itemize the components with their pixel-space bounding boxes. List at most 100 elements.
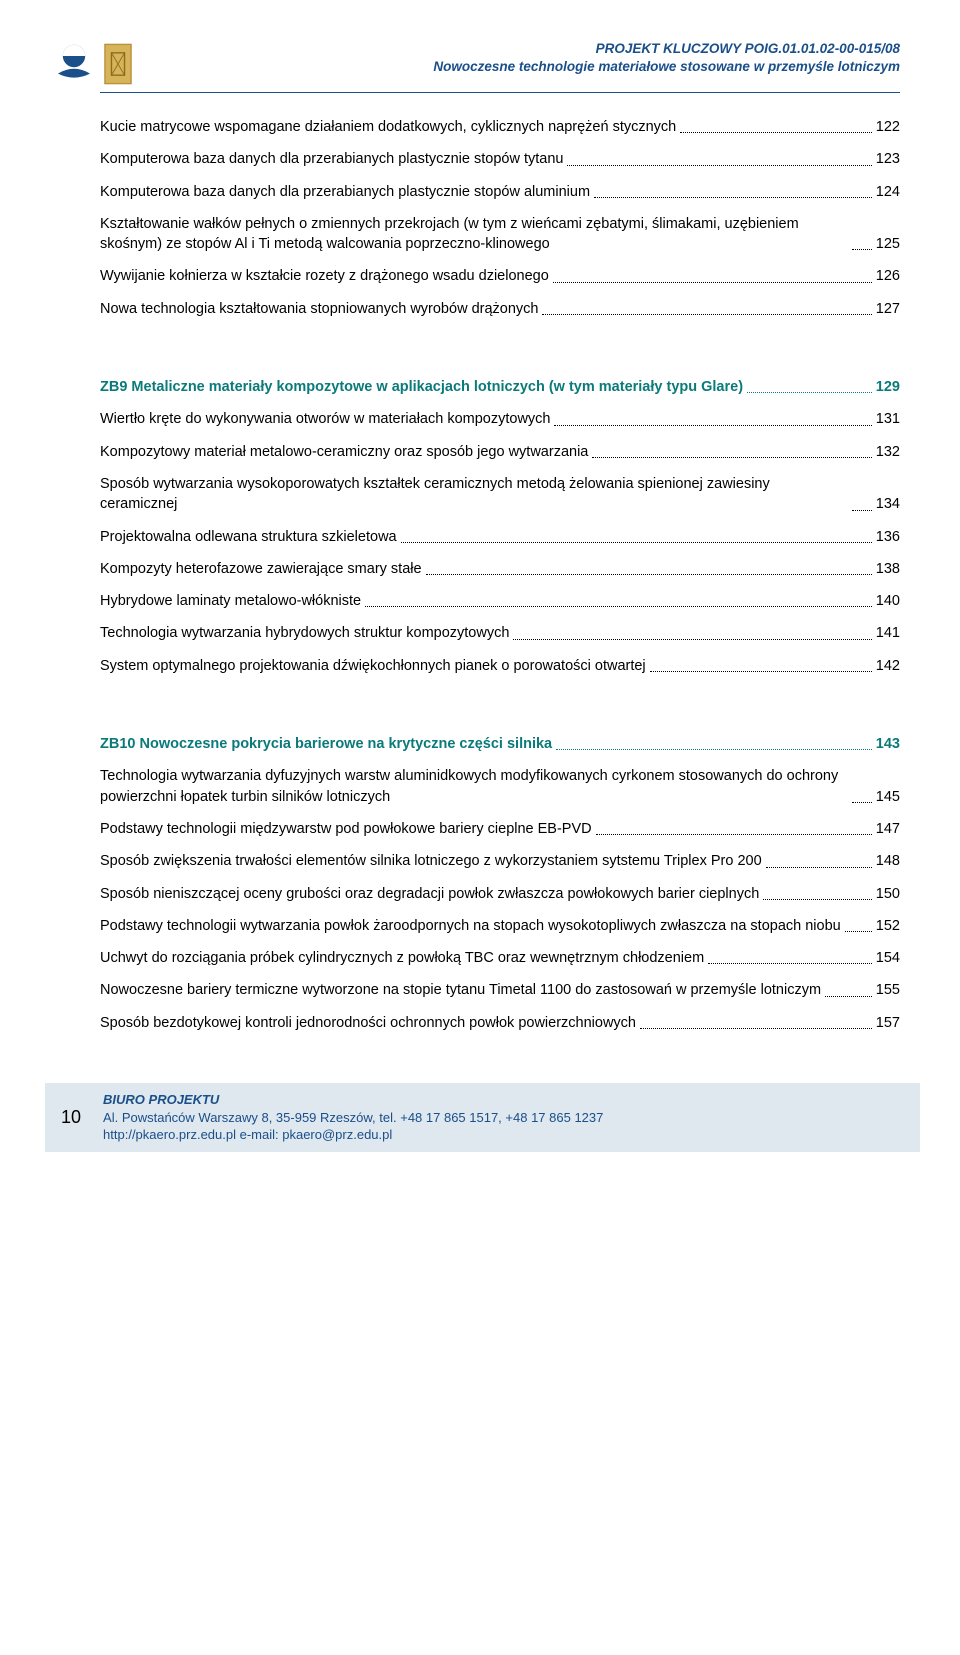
toc-entry: Sposób zwiększenia trwałości elementów s… [100,851,900,871]
toc-entry-title: Nowoczesne bariery termiczne wytworzone … [100,980,821,1000]
toc-entry: Uchwyt do rozciągania próbek cylindryczn… [100,948,900,968]
toc-entry-page: 142 [876,656,900,676]
toc-entry-page: 154 [876,948,900,968]
toc-entry: Wiertło kręte do wykonywania otworów w m… [100,409,900,429]
toc-entry-page: 124 [876,182,900,202]
footer-contact: http://pkaero.prz.edu.pl e-mail: pkaero@… [103,1126,603,1144]
toc-entry-title: System optymalnego projektowania dźwięko… [100,656,646,676]
toc-entry-page: 132 [876,442,900,462]
toc-entry-title: Kształtowanie wałków pełnych o zmiennych… [100,214,848,255]
toc-entry-page: 147 [876,819,900,839]
toc-entry: Nowoczesne bariery termiczne wytworzone … [100,980,900,1000]
toc-leader-dots [365,606,872,607]
toc-entry-title: Wiertło kręte do wykonywania otworów w m… [100,409,550,429]
toc-entry: System optymalnego projektowania dźwięko… [100,656,900,676]
toc-entry: Nowa technologia kształtowania stopniowa… [100,299,900,319]
toc-entry: Technologia wytwarzania dyfuzyjnych wars… [100,766,900,807]
toc-entry-title: Sposób bezdotykowej kontroli jednorodnoś… [100,1013,636,1033]
toc-leader-dots [542,314,871,315]
toc-entry-title: Wywijanie kołnierza w kształcie rozety z… [100,266,549,286]
toc-entry: Wywijanie kołnierza w kształcie rozety z… [100,266,900,286]
toc-leader-dots [825,996,872,997]
toc-entry-title: Nowa technologia kształtowania stopniowa… [100,299,538,319]
toc-entry-title: ZB9 Metaliczne materiały kompozytowe w a… [100,377,743,397]
toc-entry-title: Sposób wytwarzania wysokoporowatych kszt… [100,474,848,515]
aviation-valley-logo-icon [50,40,98,88]
toc-entry-title: Podstawy technologii międzywarstw pod po… [100,819,592,839]
toc-entry-page: 140 [876,591,900,611]
toc-entry-page: 145 [876,787,900,807]
toc-entry: Sposób nieniszczącej oceny grubości oraz… [100,884,900,904]
toc-entry-page: 127 [876,299,900,319]
toc-entry: Hybrydowe laminaty metalowo-włókniste 140 [100,591,900,611]
toc-leader-dots [556,749,872,750]
toc-entry-page: 125 [876,234,900,254]
toc-leader-dots [845,931,872,932]
toc-entry: Kompozytowy materiał metalowo-ceramiczny… [100,442,900,462]
toc-entry-page: 122 [876,117,900,137]
toc-leader-dots [650,671,872,672]
toc-entry-title: Kucie matrycowe wspomagane działaniem do… [100,117,676,137]
toc-entry: Komputerowa baza danych dla przerabianyc… [100,182,900,202]
toc-entry: Kucie matrycowe wspomagane działaniem do… [100,117,900,137]
toc-leader-dots [567,165,871,166]
toc-leader-dots [592,457,871,458]
toc-section-heading: ZB9 Metaliczne materiały kompozytowe w a… [100,377,900,397]
header-logos [50,40,132,88]
toc-entry-page: 136 [876,527,900,547]
toc-leader-dots [680,132,872,133]
toc-leader-dots [852,802,872,803]
page-header: PROJEKT KLUCZOWY POIG.01.01.02-00-015/08… [100,40,900,93]
footer-address: Al. Powstańców Warszawy 8, 35-959 Rzeszó… [103,1109,603,1127]
toc-leader-dots [596,834,872,835]
toc-entry-title: ZB10 Nowoczesne pokrycia barierowe na kr… [100,734,552,754]
toc-entry-page: 126 [876,266,900,286]
toc-entry-title: Kompozyty heterofazowe zawierające smary… [100,559,422,579]
toc-leader-dots [640,1028,872,1029]
toc-entry-page: 134 [876,494,900,514]
footer-office-label: BIURO PROJEKTU [103,1091,603,1109]
toc-entry: Sposób bezdotykowej kontroli jednorodnoś… [100,1013,900,1033]
header-text-block: PROJEKT KLUCZOWY POIG.01.01.02-00-015/08… [140,40,900,76]
toc-entry-page: 138 [876,559,900,579]
toc-entry-title: Komputerowa baza danych dla przerabianyc… [100,182,590,202]
toc-entry: Projektowalna odlewana struktura szkiele… [100,527,900,547]
table-of-contents: Kucie matrycowe wspomagane działaniem do… [100,117,900,1033]
toc-entry-title: Kompozytowy materiał metalowo-ceramiczny… [100,442,588,462]
toc-entry-page: 141 [876,623,900,643]
toc-entry-page: 143 [876,734,900,754]
toc-entry: Podstawy technologii międzywarstw pod po… [100,819,900,839]
toc-entry-page: 131 [876,409,900,429]
toc-entry-title: Komputerowa baza danych dla przerabianyc… [100,149,563,169]
toc-entry-page: 148 [876,851,900,871]
toc-entry: Kompozyty heterofazowe zawierające smary… [100,559,900,579]
toc-leader-dots [708,963,872,964]
toc-leader-dots [554,425,871,426]
footer-text-block: BIURO PROJEKTU Al. Powstańców Warszawy 8… [103,1091,603,1144]
footer-page-number: 10 [55,1107,87,1128]
toc-entry: Komputerowa baza danych dla przerabianyc… [100,149,900,169]
project-title: Nowoczesne technologie materiałowe stoso… [140,58,900,76]
toc-entry-page: 129 [876,377,900,397]
toc-entry-title: Projektowalna odlewana struktura szkiele… [100,527,397,547]
toc-entry-title: Sposób zwiększenia trwałości elementów s… [100,851,762,871]
toc-leader-dots [513,639,871,640]
toc-entry-title: Sposób nieniszczącej oceny grubości oraz… [100,884,759,904]
page-footer: 10 BIURO PROJEKTU Al. Powstańców Warszaw… [45,1083,920,1152]
project-code: PROJEKT KLUCZOWY POIG.01.01.02-00-015/08 [140,40,900,58]
toc-entry-page: 123 [876,149,900,169]
toc-entry-page: 157 [876,1013,900,1033]
toc-entry: Technologia wytwarzania hybrydowych stru… [100,623,900,643]
toc-leader-dots [594,197,872,198]
toc-leader-dots [553,282,872,283]
toc-section-heading: ZB10 Nowoczesne pokrycia barierowe na kr… [100,734,900,754]
toc-entry-title: Technologia wytwarzania dyfuzyjnych wars… [100,766,848,807]
toc-entry-page: 150 [876,884,900,904]
toc-leader-dots [747,392,872,393]
toc-entry-title: Podstawy technologii wytwarzania powłok … [100,916,841,936]
toc-entry-title: Hybrydowe laminaty metalowo-włókniste [100,591,361,611]
toc-leader-dots [401,542,872,543]
toc-leader-dots [852,249,872,250]
toc-entry: Kształtowanie wałków pełnych o zmiennych… [100,214,900,255]
section-spacer [100,331,900,377]
